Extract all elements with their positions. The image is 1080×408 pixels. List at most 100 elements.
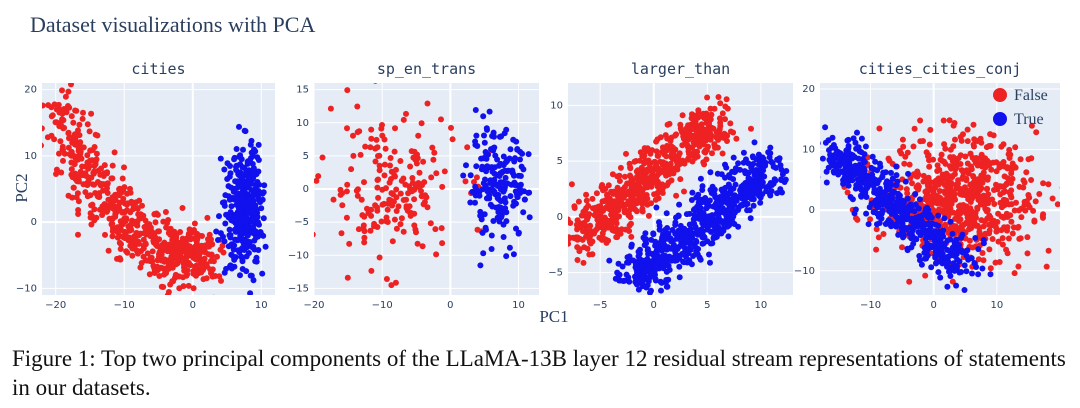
data-point bbox=[391, 148, 398, 155]
data-point bbox=[627, 201, 634, 208]
series-False bbox=[42, 83, 227, 295]
data-point bbox=[990, 159, 997, 166]
data-point bbox=[931, 193, 938, 200]
data-point bbox=[721, 130, 728, 137]
data-point bbox=[794, 195, 800, 201]
data-point bbox=[438, 225, 445, 232]
data-point bbox=[984, 176, 991, 183]
data-point bbox=[727, 128, 734, 135]
data-point bbox=[980, 257, 987, 264]
data-point bbox=[633, 281, 640, 288]
data-point bbox=[964, 138, 971, 145]
data-point bbox=[875, 234, 882, 241]
data-point bbox=[642, 230, 649, 237]
panel-title: cities_cities_conj bbox=[859, 60, 1022, 78]
data-point bbox=[974, 138, 981, 144]
data-point bbox=[606, 257, 613, 264]
y-tick-label: −5 bbox=[294, 217, 309, 228]
data-point bbox=[114, 227, 121, 234]
data-point bbox=[747, 215, 754, 222]
data-point bbox=[75, 178, 82, 185]
data-point bbox=[244, 295, 250, 301]
data-point bbox=[778, 166, 785, 173]
data-point bbox=[922, 272, 929, 279]
data-point bbox=[376, 162, 383, 169]
data-point bbox=[621, 173, 628, 180]
data-point bbox=[51, 136, 58, 143]
data-point bbox=[974, 206, 981, 213]
data-point bbox=[900, 143, 907, 150]
data-point bbox=[747, 176, 754, 183]
data-point bbox=[733, 135, 740, 142]
y-tick-label: 10 bbox=[550, 100, 563, 111]
data-point bbox=[357, 151, 364, 158]
data-point bbox=[483, 155, 490, 162]
data-point bbox=[1017, 156, 1024, 163]
data-point bbox=[840, 180, 847, 187]
data-point bbox=[936, 188, 943, 194]
data-point bbox=[314, 177, 320, 184]
data-point bbox=[214, 253, 220, 260]
data-point bbox=[853, 145, 860, 152]
data-point bbox=[899, 210, 906, 217]
data-point bbox=[715, 94, 722, 100]
data-point bbox=[645, 212, 652, 219]
data-point bbox=[249, 161, 256, 167]
data-point bbox=[669, 227, 676, 233]
data-point bbox=[234, 196, 240, 203]
panel-title: larger_than bbox=[631, 60, 730, 78]
data-point bbox=[742, 195, 749, 202]
data-point bbox=[368, 206, 375, 213]
data-point bbox=[707, 136, 714, 143]
data-point bbox=[471, 179, 477, 185]
panel-title: cities bbox=[131, 60, 185, 78]
data-point bbox=[117, 246, 124, 252]
data-point bbox=[1008, 201, 1015, 208]
data-point bbox=[852, 169, 859, 176]
data-point bbox=[221, 166, 228, 173]
data-point bbox=[1003, 197, 1010, 204]
data-point bbox=[59, 143, 66, 150]
data-point bbox=[901, 160, 908, 167]
data-point bbox=[127, 242, 134, 249]
data-point bbox=[969, 244, 976, 251]
data-point bbox=[702, 113, 709, 120]
data-point bbox=[99, 212, 106, 218]
data-point bbox=[70, 184, 77, 191]
data-point bbox=[707, 259, 713, 266]
data-point bbox=[947, 236, 954, 243]
data-point bbox=[241, 217, 247, 224]
data-point bbox=[129, 252, 136, 259]
data-point bbox=[138, 260, 145, 266]
data-point bbox=[719, 150, 726, 157]
data-point bbox=[118, 241, 124, 248]
data-point bbox=[247, 290, 254, 295]
data-point bbox=[675, 227, 682, 234]
data-point bbox=[255, 193, 261, 200]
data-point bbox=[140, 253, 147, 260]
data-point bbox=[813, 170, 819, 176]
data-point bbox=[853, 215, 859, 222]
data-point bbox=[215, 237, 221, 243]
data-point bbox=[94, 193, 101, 200]
data-point bbox=[647, 270, 654, 277]
data-point bbox=[1009, 230, 1016, 237]
data-point bbox=[955, 180, 961, 187]
data-point bbox=[986, 221, 993, 228]
data-point bbox=[503, 253, 510, 260]
data-point bbox=[710, 203, 717, 210]
data-point bbox=[670, 237, 677, 244]
data-point bbox=[917, 117, 924, 124]
data-point bbox=[999, 235, 1006, 242]
data-point bbox=[66, 104, 73, 111]
data-point bbox=[488, 185, 495, 192]
data-point bbox=[140, 212, 147, 219]
data-point bbox=[910, 143, 917, 150]
data-point bbox=[639, 205, 646, 212]
data-point bbox=[586, 236, 593, 243]
data-point bbox=[823, 168, 830, 175]
data-point bbox=[972, 183, 978, 190]
data-point bbox=[966, 218, 973, 225]
data-point bbox=[255, 157, 262, 163]
data-point bbox=[986, 246, 993, 253]
